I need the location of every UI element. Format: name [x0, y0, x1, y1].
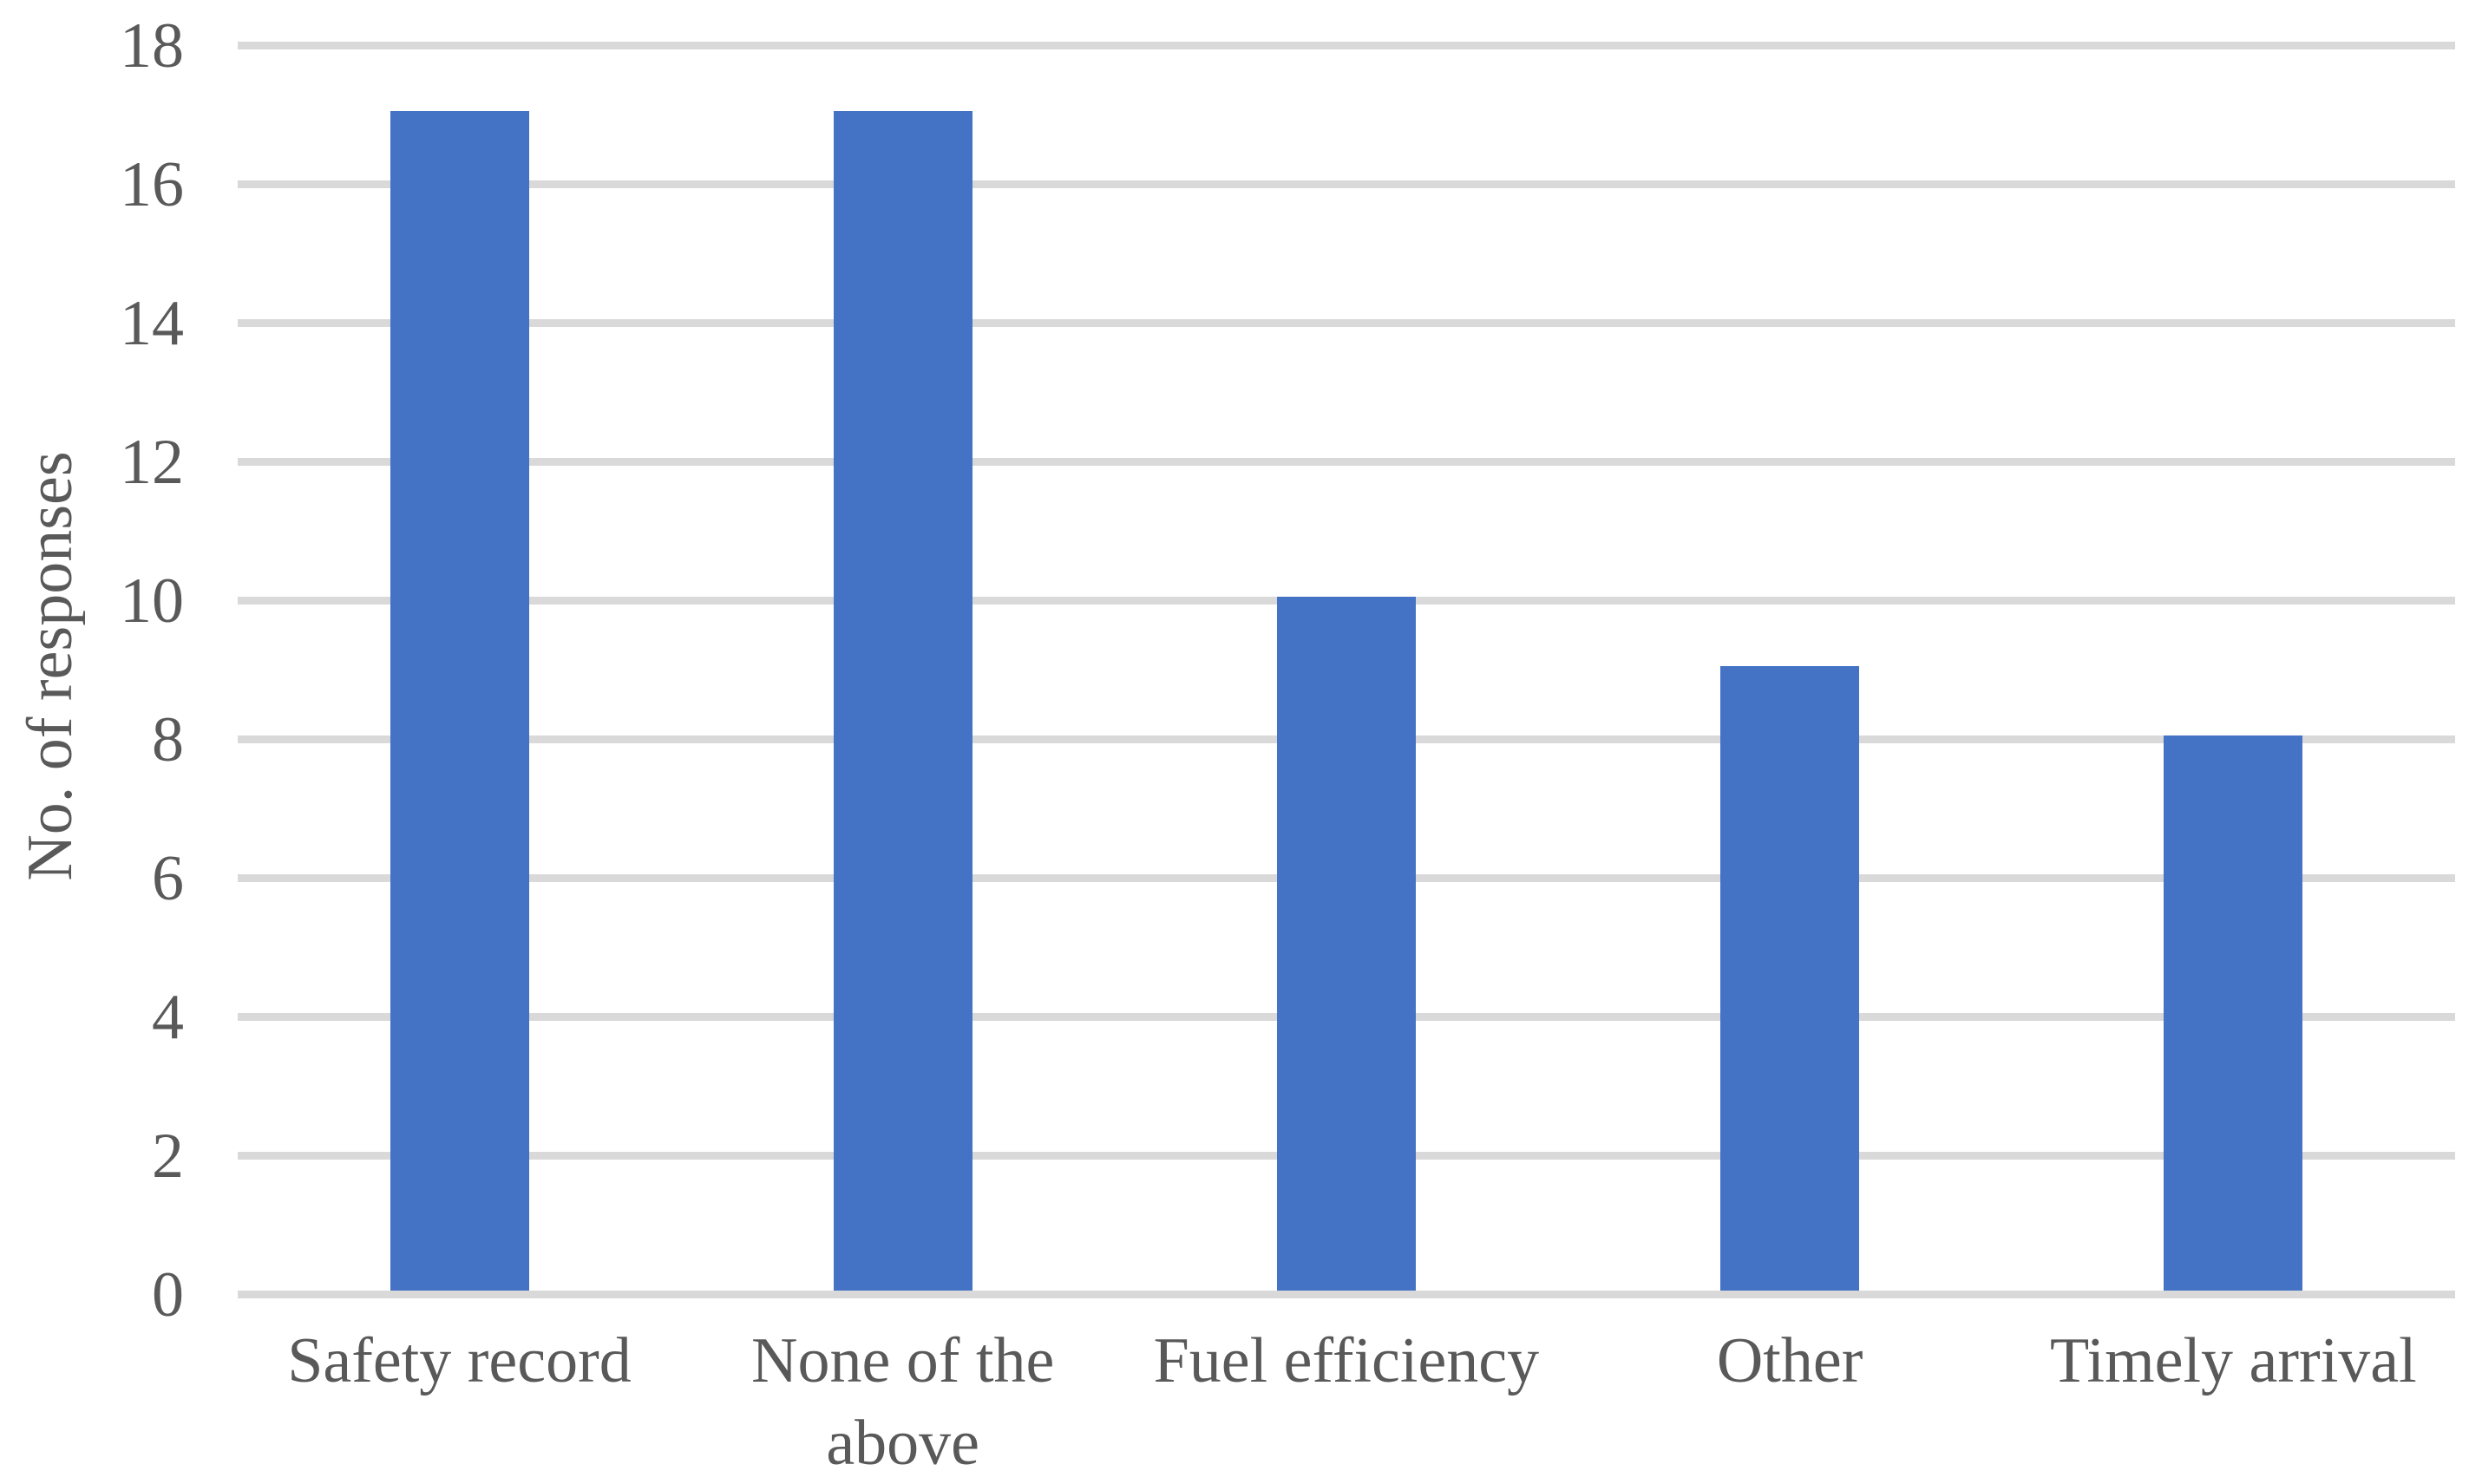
gridline-y-14	[238, 319, 2455, 327]
x-category-label-fuel-efficiency: Fuel efficiency	[1153, 1325, 1540, 1396]
gridline-y-18	[238, 42, 2455, 49]
y-tick-label-2: 2	[152, 1120, 184, 1192]
y-tick-label-8: 8	[152, 703, 184, 775]
y-tick-label-4: 4	[152, 981, 184, 1053]
y-tick-label-14: 14	[120, 287, 184, 359]
y-tick-label-18: 18	[120, 10, 184, 82]
y-axis-title: No. of responses	[15, 451, 86, 881]
y-tick-label-16: 16	[120, 148, 184, 220]
plot-area	[238, 42, 2455, 1298]
x-category-label-timely-arrival: Timely arrival	[2049, 1325, 2417, 1396]
y-tick-label-6: 6	[152, 842, 184, 914]
bar-timely-arrival	[2164, 735, 2303, 1291]
bar-safety-record	[390, 111, 529, 1291]
bar-fuel-efficiency	[1277, 597, 1416, 1291]
y-tick-label-0: 0	[152, 1258, 184, 1330]
y-tick-label-12: 12	[120, 426, 184, 498]
y-tick-label-10: 10	[120, 565, 184, 637]
gridline-y-12	[238, 458, 2455, 466]
gridline-y-0	[238, 1291, 2455, 1298]
x-category-label-none-of-the-above: None of the above	[751, 1325, 1055, 1479]
bar-other	[1720, 666, 1860, 1291]
bar-none-of-the-above	[833, 111, 972, 1291]
gridline-y-16	[238, 180, 2455, 188]
x-category-label-safety-record: Safety record	[287, 1325, 632, 1396]
x-category-label-other: Other	[1716, 1325, 1863, 1396]
